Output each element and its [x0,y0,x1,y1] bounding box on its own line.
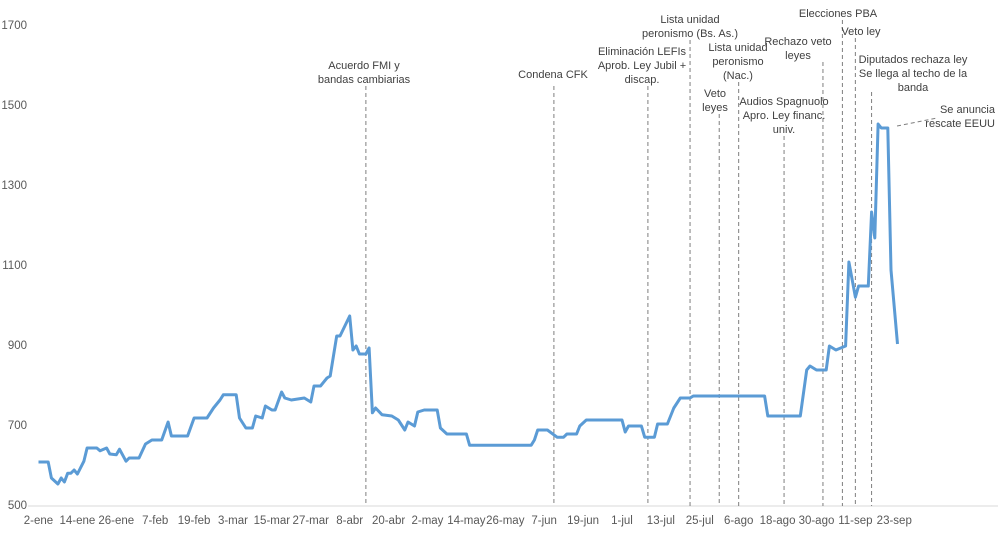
x-tick-label: 25-jul [686,515,714,527]
annotation-text: Veto ley [841,26,881,38]
annotation-text: peronismo (Bs. As.) [642,28,738,40]
annotation-text: Acuerdo FMI y [328,60,400,72]
annotation-text: bandas cambiarias [318,74,411,86]
annotation-text: banda [898,82,929,94]
x-tick-label: 30-ago [799,515,835,527]
annotation-text: univ. [773,124,795,136]
annotation-text: Condena CFK [518,69,588,81]
annotation-text: peronismo [712,56,763,68]
annotation-text: rescate EEUU [925,118,995,130]
line-series [38,122,899,486]
x-tick-label: 14-ene [59,515,95,527]
x-tick-label: 1-jul [611,515,633,527]
x-tick-label: 7-jun [531,515,557,527]
x-tick-label: 3-mar [218,515,248,527]
x-tick-label: 13-jul [647,515,675,527]
annotation-text: Apro. Ley financ. [743,110,826,122]
x-tick-label: 20-abr [372,515,405,527]
y-tick-label: 1500 [1,100,27,112]
y-tick-label: 1300 [1,180,27,192]
x-tick-label: 11-sep [838,515,872,527]
x-tick-label: 2-ene [24,515,53,527]
annotation-text: Eliminación LEFIs [598,46,687,58]
y-tick-label: 900 [8,340,27,352]
y-tick-label: 700 [8,420,27,432]
x-tick-label: 14-may [447,515,486,527]
x-tick-label: 15-mar [254,515,291,527]
y-tick-label: 500 [8,500,27,512]
annotation-text: leyes [702,102,728,114]
x-tick-label: 19-feb [178,515,211,527]
annotation-text: leyes [785,50,811,62]
x-tick-label: 18-ago [760,515,796,527]
y-tick-label: 1100 [2,260,27,272]
x-tick-label: 19-jun [567,515,599,527]
annotation-text: Diputados rechaza ley [859,54,968,66]
annotation-text: Veto [704,88,726,100]
x-tick-label: 27-mar [293,515,330,527]
x-tick-label: 7-feb [142,515,168,527]
annotation-text: Rechazo veto [764,36,831,48]
annotation-text: discap. [625,74,660,86]
x-tick-label: 2-may [411,515,443,527]
x-tick-label: 8-abr [336,515,363,527]
annotation-text: (Nac.) [723,70,753,82]
x-tick-label: 6-ago [724,515,753,527]
annotation-text: Lista unidad [660,14,719,26]
annotation-text: Lista unidad [708,42,767,54]
x-tick-label: 26-ene [98,515,134,527]
annotation-text: Aprob. Ley Jubil + [598,60,686,72]
annotation-text: Se llega al techo de la [859,68,968,80]
annotation-text: Se anuncia [940,104,996,116]
x-tick-label: 23-sep [877,515,912,527]
annotation-text: Elecciones PBA [799,8,878,20]
x-tick-label: 26-may [486,515,525,527]
y-tick-label: 1700 [1,20,27,32]
annotation-text: Audios Spagnuolo [739,96,828,108]
